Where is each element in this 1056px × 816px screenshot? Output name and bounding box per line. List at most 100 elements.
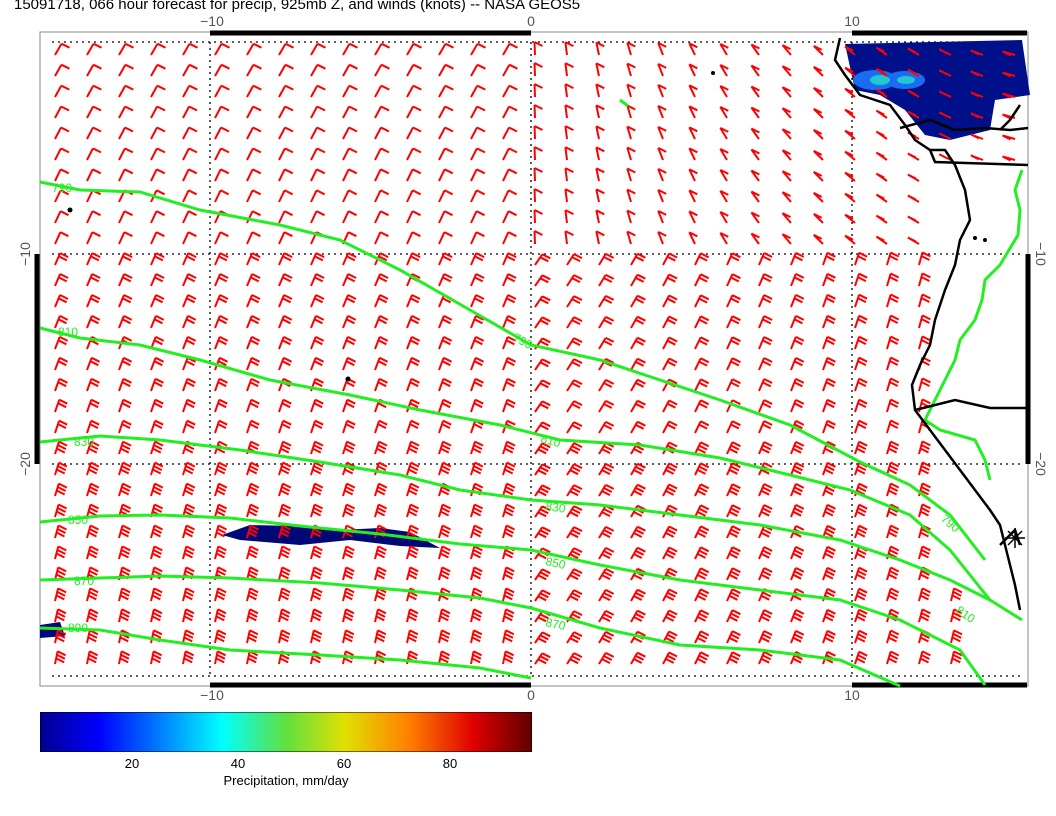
wind-barb [595,188,605,203]
wind-barb [438,503,452,518]
wind-barb [438,252,453,266]
wind-barb [438,398,452,413]
wind-barb [781,212,792,224]
wind-barb [470,524,483,539]
wind-barb [907,68,920,77]
wind-barb [182,273,197,287]
wind-barb [470,629,483,644]
wind-barb [694,483,710,497]
wind-barb [86,42,102,56]
wind-barb [564,83,574,98]
wind-barb [726,483,741,497]
wind-barb [310,63,326,77]
wind-barb [886,566,900,581]
wind-barb [598,652,615,665]
wind-barb [374,189,390,203]
lat-label-left: −10 [17,242,33,266]
wind-barb [246,461,260,476]
contour-790-north [619,98,629,108]
wind-barb [533,167,543,182]
wind-barb [534,295,551,308]
wind-barb [278,84,294,98]
wind-barbs [54,41,1016,665]
wind-barb [406,315,421,329]
wind-barb [854,650,868,665]
wind-barb [886,587,900,602]
wind-barb [750,148,760,161]
wind-barb [533,230,543,245]
wind-barb [214,105,230,119]
wind-barb [86,503,100,518]
wind-barb [662,357,678,371]
wind-barb [502,210,517,224]
wind-barb [278,273,293,287]
wind-barb [310,356,325,371]
wind-barb [342,273,357,287]
wind-barb [626,104,636,119]
wind-barb [54,126,70,140]
contour-870 [39,574,901,688]
wind-barb [310,440,324,455]
wind-barb [662,609,678,623]
wind-barb [822,251,836,266]
wind-barb [438,566,451,581]
wind-barb [182,608,195,623]
wind-barb [694,336,710,350]
wind-barb [907,110,920,119]
wind-barb [886,461,900,476]
wind-barb [875,46,888,56]
wind-barb [502,629,515,644]
wind-barb [118,503,132,518]
wind-barb [875,109,888,119]
wind-barb [54,42,70,56]
wind-barb [822,314,836,329]
wind-barb [118,147,134,161]
wind-barb [781,233,792,245]
wind-barb [662,315,678,329]
contour-790 [39,180,987,561]
wind-barb [470,545,483,560]
wind-barb [688,84,698,98]
wind-barb [854,608,868,623]
wind-barb [54,315,69,329]
wind-barb [781,86,792,98]
wind-barb [502,608,515,623]
wind-barb [118,398,132,413]
wind-barb [246,126,262,140]
wind-barb [342,336,357,350]
wind-barb [54,545,67,560]
wind-barb [54,210,69,224]
wind-barb [342,587,355,602]
wind-barb [626,146,636,161]
wind-barb [406,84,422,98]
wind-barb [781,65,792,77]
wind-barb [342,42,358,56]
wind-barb [566,589,583,602]
wind-barb [950,587,963,602]
wind-barb [886,335,900,350]
wind-barb [688,63,698,77]
wind-barb [694,273,710,287]
wind-barb [406,566,419,581]
wind-barb [150,126,166,140]
wind-barb [470,168,486,182]
wind-barb [374,356,389,371]
wind-barb [822,335,836,350]
wind-barb [214,315,229,329]
wind-barb [844,171,856,182]
wind-barb [781,128,792,140]
wind-barb [438,273,453,287]
wind-barb [310,126,326,140]
wind-barb [374,315,389,329]
wind-barb [86,524,99,539]
wind-barb [86,566,99,581]
wind-barb [54,168,70,182]
wind-barb [278,440,292,455]
wind-barb [438,231,453,245]
wind-barb [688,189,698,203]
wind-barb [438,629,451,644]
map-title: 15091718, 066 hour forecast for precip, … [14,0,581,13]
wind-barb [502,315,517,329]
wind-barb [342,210,357,224]
wind-barb [694,357,710,371]
